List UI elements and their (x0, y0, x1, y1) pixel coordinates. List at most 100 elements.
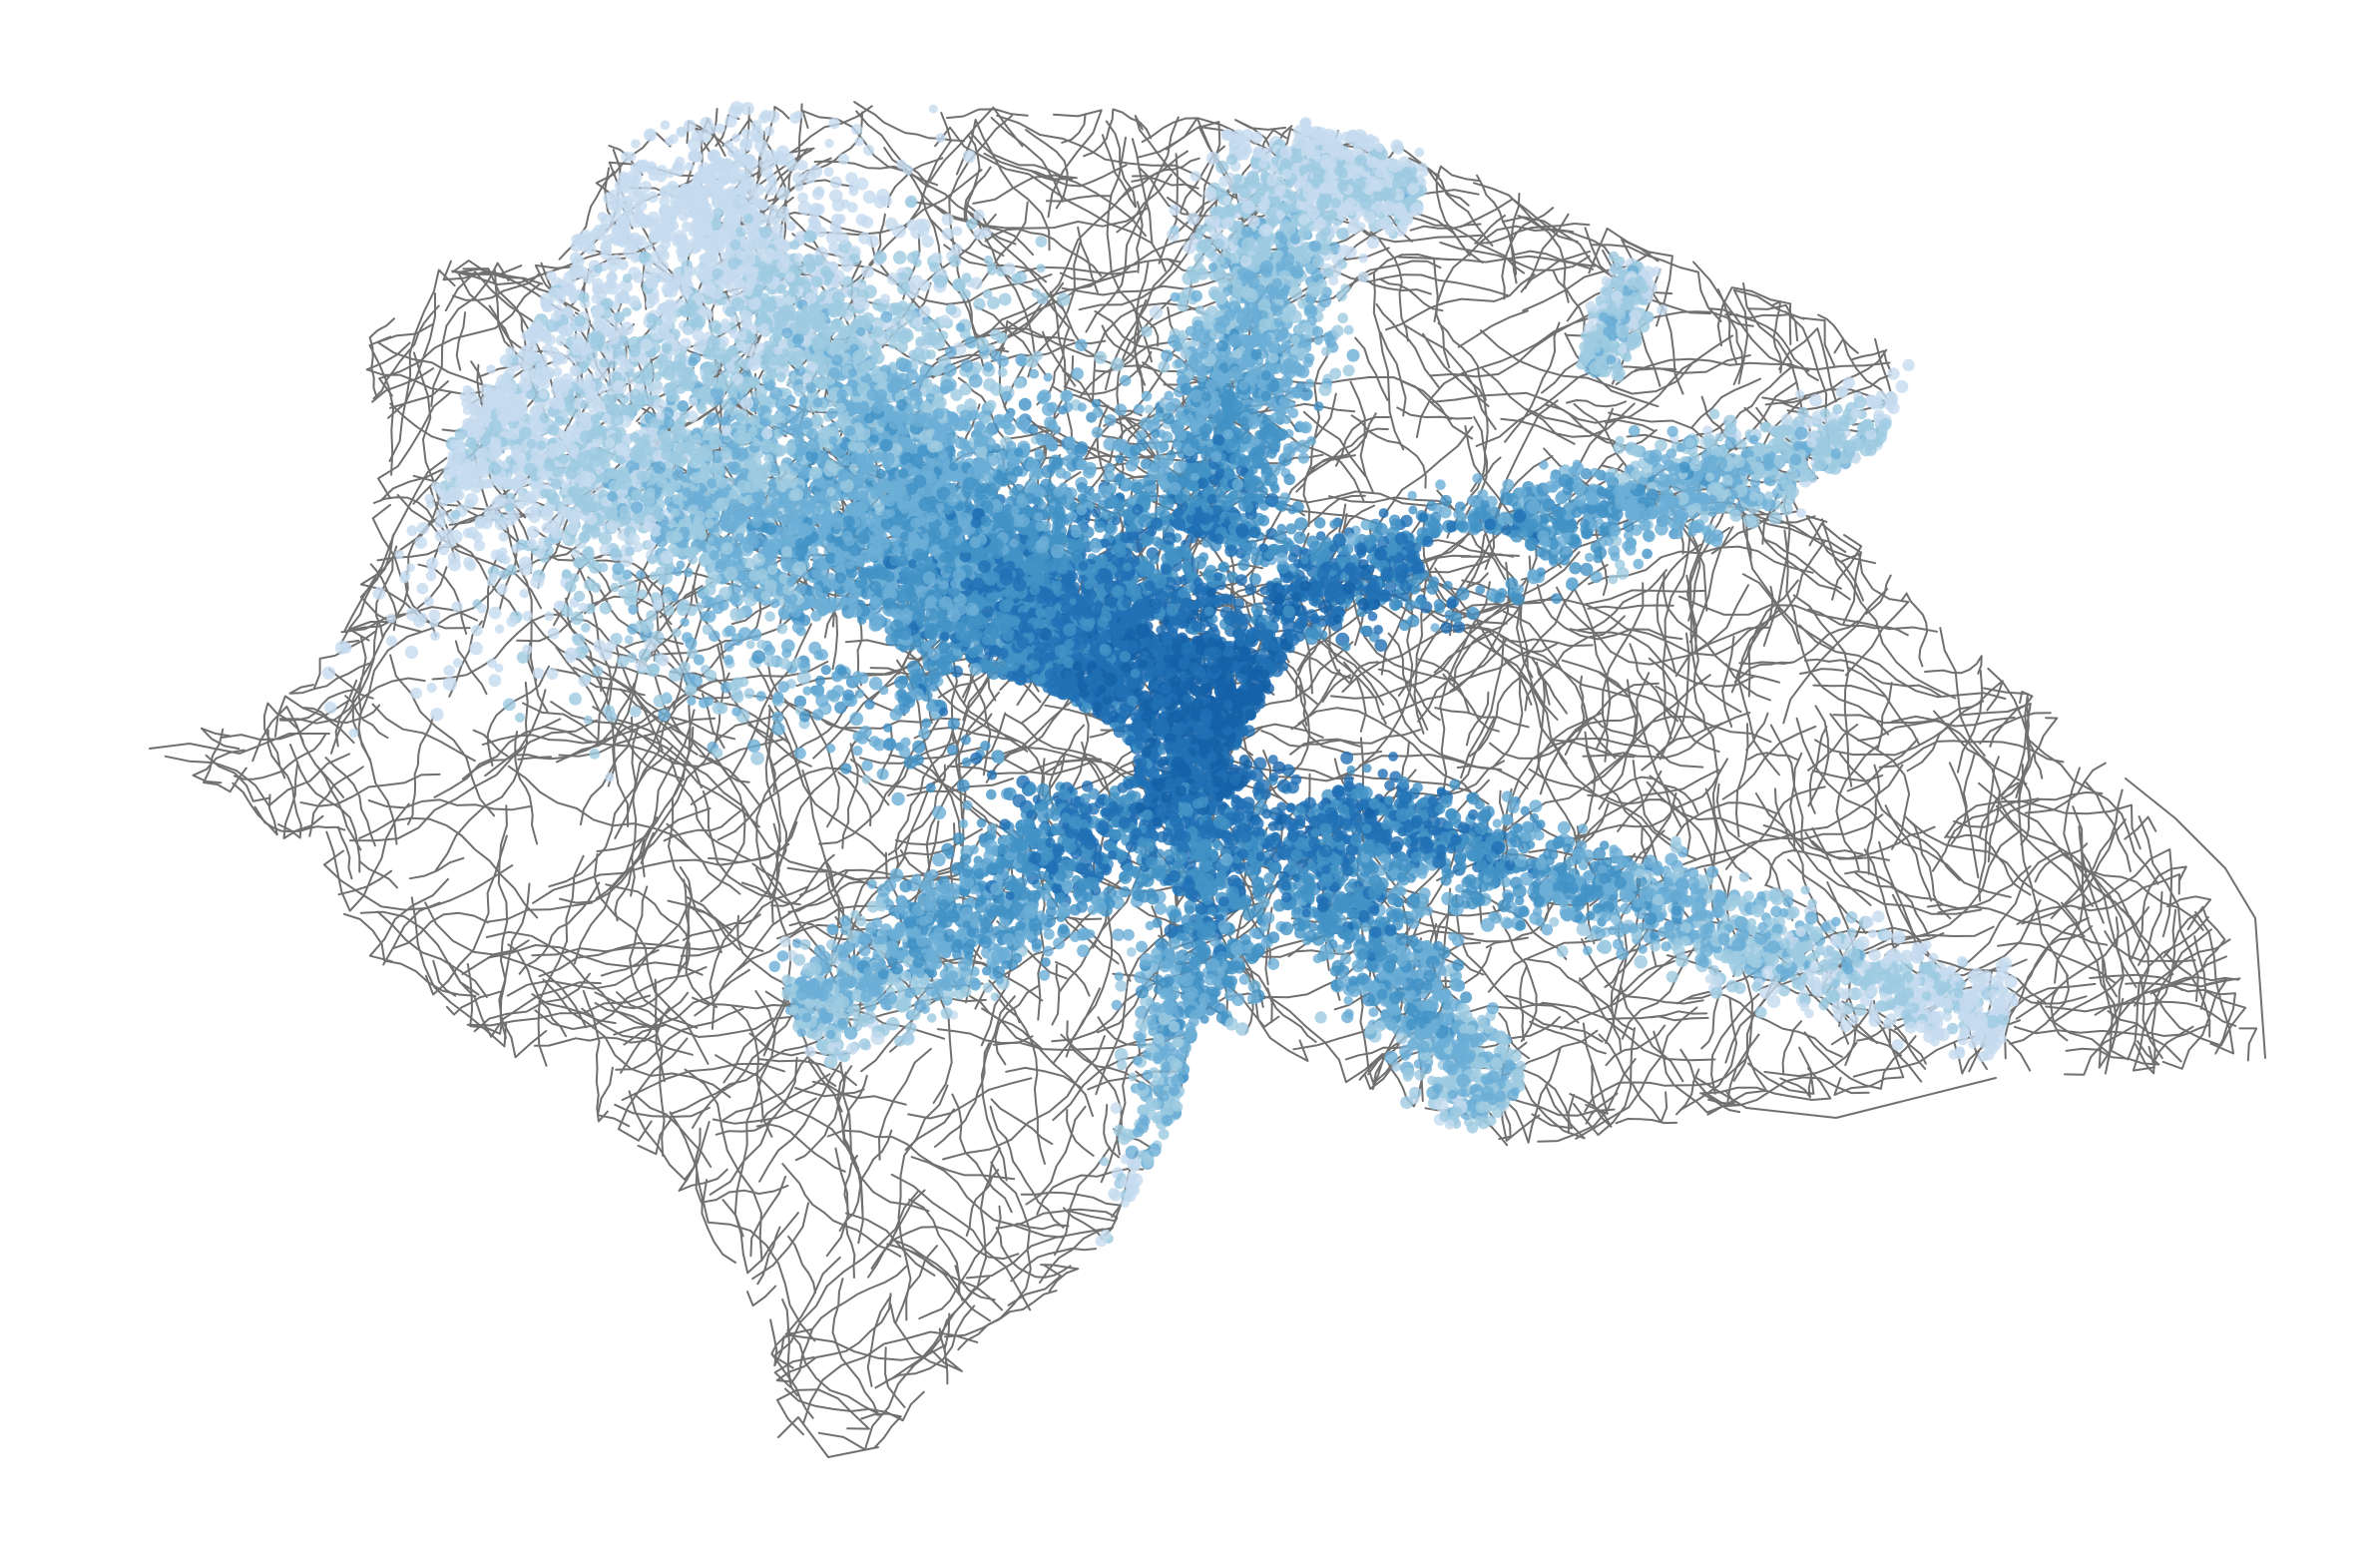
street-segment (205, 754, 271, 802)
street-segment (531, 939, 680, 957)
street-segment (1807, 705, 1830, 807)
observation-point (912, 740, 926, 754)
observation-point (1091, 426, 1104, 438)
observation-point (754, 139, 768, 153)
observation-point (406, 525, 418, 537)
observation-point (777, 681, 789, 693)
street-segment (967, 211, 1035, 257)
street-segment (990, 117, 1064, 202)
street-segment (1101, 134, 1137, 209)
observation-point (957, 778, 970, 792)
street-segment (767, 705, 887, 858)
observation-point (405, 563, 415, 573)
observation-point (763, 126, 774, 137)
street-segment (1585, 1092, 1619, 1125)
street-segment (1354, 336, 1389, 401)
street-segment (1937, 865, 2032, 914)
street-segment (751, 862, 786, 895)
observation-point (1013, 377, 1025, 389)
street-segment (1735, 723, 1749, 838)
street-segment (1706, 1076, 1870, 1116)
observation-point (649, 380, 664, 395)
street-segment (1537, 1058, 1637, 1143)
street-segment (389, 380, 449, 409)
street-segment (555, 646, 686, 780)
street-segment (2028, 739, 2159, 885)
street-segment (614, 1103, 711, 1118)
street-segment (1338, 259, 1442, 302)
street-segment (784, 1387, 925, 1422)
street-segment (1948, 762, 1980, 879)
street-segment (1730, 585, 1774, 694)
observation-point (849, 712, 864, 727)
street-segment (1463, 373, 1489, 493)
street-segment (1632, 760, 1671, 841)
street-segment (955, 118, 1051, 252)
street-segment (702, 1179, 816, 1342)
street-segment (764, 721, 781, 900)
street-segment (817, 1346, 933, 1451)
observation-point (685, 162, 695, 172)
street-segment (746, 1285, 777, 1307)
street-segment (1031, 164, 1128, 188)
observation-point (583, 715, 593, 726)
observation-point (748, 628, 762, 642)
observation-point (599, 602, 613, 615)
observation-point (630, 706, 642, 718)
street-segment (1754, 792, 1983, 915)
street-segment (655, 1007, 670, 1083)
observation-point (488, 606, 502, 620)
street-segment (266, 729, 302, 839)
observation-point (861, 264, 874, 278)
street-segment (1502, 610, 1563, 672)
street-segment (1435, 165, 1481, 257)
street-segment (1545, 358, 1699, 424)
observation-point (892, 251, 907, 264)
street-segment (907, 1077, 1033, 1120)
observation-point (578, 602, 588, 613)
street-segment (1838, 753, 1961, 881)
street-segment (2014, 1025, 2182, 1063)
street-segment (322, 849, 514, 911)
street-segment (1699, 1067, 1832, 1101)
street-segment (1165, 117, 1245, 221)
observation-point (488, 573, 498, 583)
street-segment (1746, 752, 1799, 762)
street-segment (1746, 303, 1799, 342)
street-segment (1956, 669, 1984, 774)
observation-point (424, 493, 435, 504)
street-segment (573, 816, 659, 965)
observation-point (1045, 438, 1059, 451)
street-segment (770, 853, 835, 907)
street-segment (2018, 785, 2070, 977)
street-segment (1519, 598, 1595, 793)
street-segment (288, 662, 372, 695)
street-segment (1525, 407, 1633, 451)
observation-point (1036, 391, 1050, 405)
street-segment (836, 1065, 930, 1213)
street-segment (1656, 543, 1702, 674)
street-segment (1769, 724, 1796, 851)
observation-point (1002, 262, 1016, 275)
street-segment (1513, 250, 1596, 267)
observation-point (980, 741, 991, 752)
street-segment (946, 108, 1029, 120)
street-segment (1752, 508, 1851, 601)
street-segment (1315, 266, 1510, 297)
street-segment (1302, 339, 1330, 527)
observation-point (323, 701, 337, 715)
street-segment (1747, 1046, 1815, 1095)
observation-point (861, 760, 873, 772)
street-segment (942, 1035, 1106, 1161)
street-segment (1397, 210, 1526, 274)
street-segment (2238, 1027, 2258, 1062)
street-segment (1578, 569, 1667, 631)
observation-point (627, 652, 638, 664)
street-segment (1933, 710, 2028, 785)
observation-point (685, 637, 698, 650)
observation-point (610, 582, 620, 593)
street-segment (772, 1190, 920, 1369)
street-segment (1519, 964, 1528, 1041)
street-segment (1360, 275, 1432, 295)
